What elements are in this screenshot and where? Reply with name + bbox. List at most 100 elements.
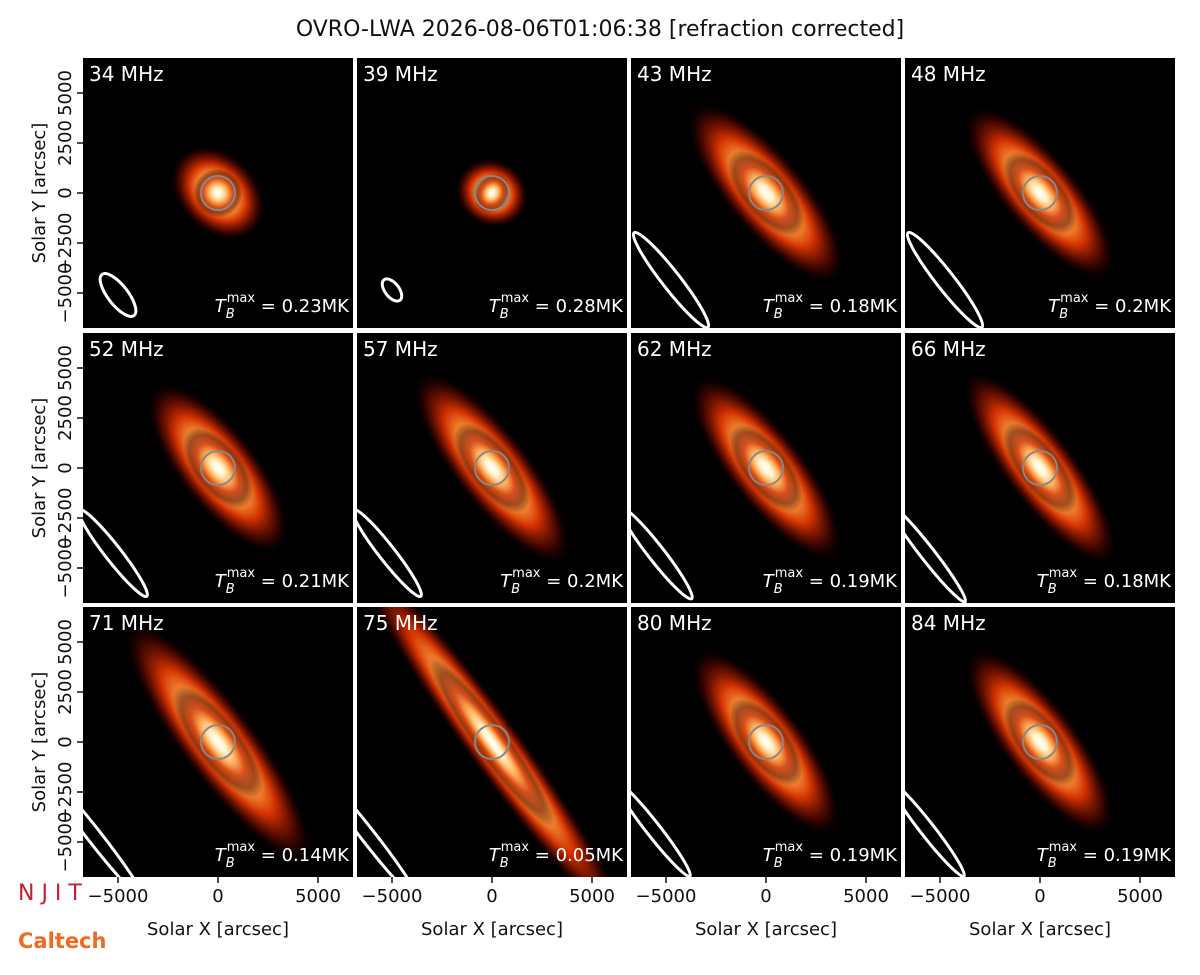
tb-value: 0.2MK [567, 571, 624, 592]
tb-value: 0.18MK [1104, 571, 1173, 592]
tb-value: 0.23MK [282, 296, 351, 317]
solar-disk [748, 175, 784, 211]
image [631, 374, 843, 601]
y-tick-label: −5000 [55, 538, 76, 599]
tb-eq: = [255, 296, 282, 317]
logo-caltech: Caltech [18, 929, 106, 953]
y-axis-label: Solar Y [arcsec] [29, 398, 50, 539]
tb-eq: = [541, 571, 568, 592]
y-tick-label: 5000 [55, 70, 76, 116]
emission-core [729, 424, 803, 512]
tb-sup: max [775, 566, 804, 581]
x-axis-label: Solar X [arcsec] [147, 919, 289, 940]
panel: 57 MHz TBmax = 0.2MK [357, 333, 627, 603]
y-tick-label: 0 [55, 187, 76, 198]
panel: 39 MHz TBmax = 0.28MK [357, 58, 627, 328]
tb-symbol: T [215, 571, 228, 592]
panel: 62 MHz TBmax = 0.19MK [631, 333, 901, 603]
emission-core [1003, 152, 1077, 234]
emission-core [1003, 422, 1077, 514]
tb-eq: = [255, 571, 282, 592]
tb-sup: max [512, 566, 541, 581]
beam [98, 272, 138, 318]
tb-sup: max [1049, 566, 1078, 581]
solar-disk [1022, 724, 1058, 760]
emission-core [1003, 698, 1077, 786]
emission-core [729, 698, 803, 786]
x-axis-label: Solar X [arcsec] [695, 919, 837, 940]
y-tick-label: 0 [55, 462, 76, 473]
emission-core [474, 173, 510, 213]
tb-eq: = [803, 296, 830, 317]
tb-max-label: TBmax = 0.05MK [489, 840, 624, 871]
y-tick-label: −5000 [55, 812, 76, 873]
tb-sup: max [775, 840, 804, 855]
panel: 80 MHz TBmax = 0.19MK −5000 0 5000 Solar X [a… [631, 607, 901, 940]
x-tick-label: −5000 [88, 886, 149, 907]
tb-sub: B [1048, 582, 1057, 597]
title: OVRO-LWA 2026-08-06T01:06:38 [refraction… [296, 17, 904, 42]
panel: 84 MHz TBmax = 0.19MK −5000 0 5000 Solar X [a… [905, 607, 1175, 940]
tb-sub: B [226, 582, 235, 597]
frequency-label: 48 MHz [911, 62, 986, 86]
image [905, 647, 1116, 877]
solar-disk [200, 175, 236, 211]
tb-eq: = [803, 845, 830, 866]
beam [905, 502, 968, 603]
tb-symbol: T [1037, 571, 1050, 592]
solar-disk [748, 724, 784, 760]
frequency-label: 57 MHz [363, 337, 438, 361]
beam [83, 507, 149, 599]
y-axis-label: Solar Y [arcsec] [29, 672, 50, 813]
tb-sup: max [1049, 840, 1078, 855]
beam [631, 780, 692, 877]
x-tick-label: 5000 [569, 886, 615, 907]
x-tick-label: 5000 [1117, 886, 1163, 907]
tb-sub: B [1048, 856, 1057, 871]
y-tick-label: −2500 [55, 213, 76, 274]
tb-max-label: TBmax = 0.18MK [1037, 566, 1172, 597]
frequency-label: 52 MHz [89, 337, 164, 361]
tb-max-label: TBmax = 0.18MK [763, 291, 898, 322]
x-tick-label: 5000 [295, 886, 341, 907]
y-tick-label: 5000 [55, 619, 76, 665]
beam [83, 772, 147, 877]
tb-sub: B [500, 307, 509, 322]
beam [905, 230, 985, 328]
tb-max-label: TBmax = 0.19MK [763, 840, 898, 871]
tb-value: 0.19MK [1104, 845, 1173, 866]
tb-value: 0.2MK [1115, 296, 1172, 317]
tb-max-label: TBmax = 0.14MK [215, 840, 350, 871]
solar-disk [1022, 175, 1058, 211]
tb-sub: B [511, 582, 520, 597]
tb-eq: = [1077, 845, 1104, 866]
tb-max-label: TBmax = 0.19MK [1037, 840, 1172, 871]
emission-core [183, 427, 253, 509]
tb-symbol: T [215, 845, 228, 866]
solar-disk [1022, 450, 1058, 486]
tb-eq: = [529, 296, 556, 317]
image [83, 381, 290, 599]
panel: 75 MHz TBmax = 0.05MK −5000 0 5000 Solar X [a… [357, 607, 627, 940]
tb-symbol: T [500, 571, 513, 592]
tb-value: 0.14MK [282, 845, 351, 866]
frequency-label: 43 MHz [637, 62, 712, 86]
tb-sup: max [501, 291, 530, 306]
x-axis-label: Solar X [arcsec] [421, 919, 563, 940]
panel: 66 MHz TBmax = 0.18MK [905, 333, 1175, 603]
tb-symbol: T [489, 296, 502, 317]
y-axis-label: Solar Y [arcsec] [29, 123, 50, 264]
x-tick-label: 0 [212, 886, 223, 907]
beam [905, 780, 966, 877]
solar-disk [200, 450, 236, 486]
x-tick-label: −5000 [636, 886, 697, 907]
image [905, 105, 1117, 328]
x-tick-label: 0 [760, 886, 771, 907]
tb-max-label: TBmax = 0.21MK [215, 566, 350, 597]
tb-value: 0.28MK [556, 296, 625, 317]
solar-disk [474, 724, 510, 760]
panel: 71 MHz TBmax = 0.14MK −5000 0 5000 Solar X [a… [29, 607, 353, 940]
solar-disk [474, 175, 510, 211]
image [631, 101, 847, 328]
